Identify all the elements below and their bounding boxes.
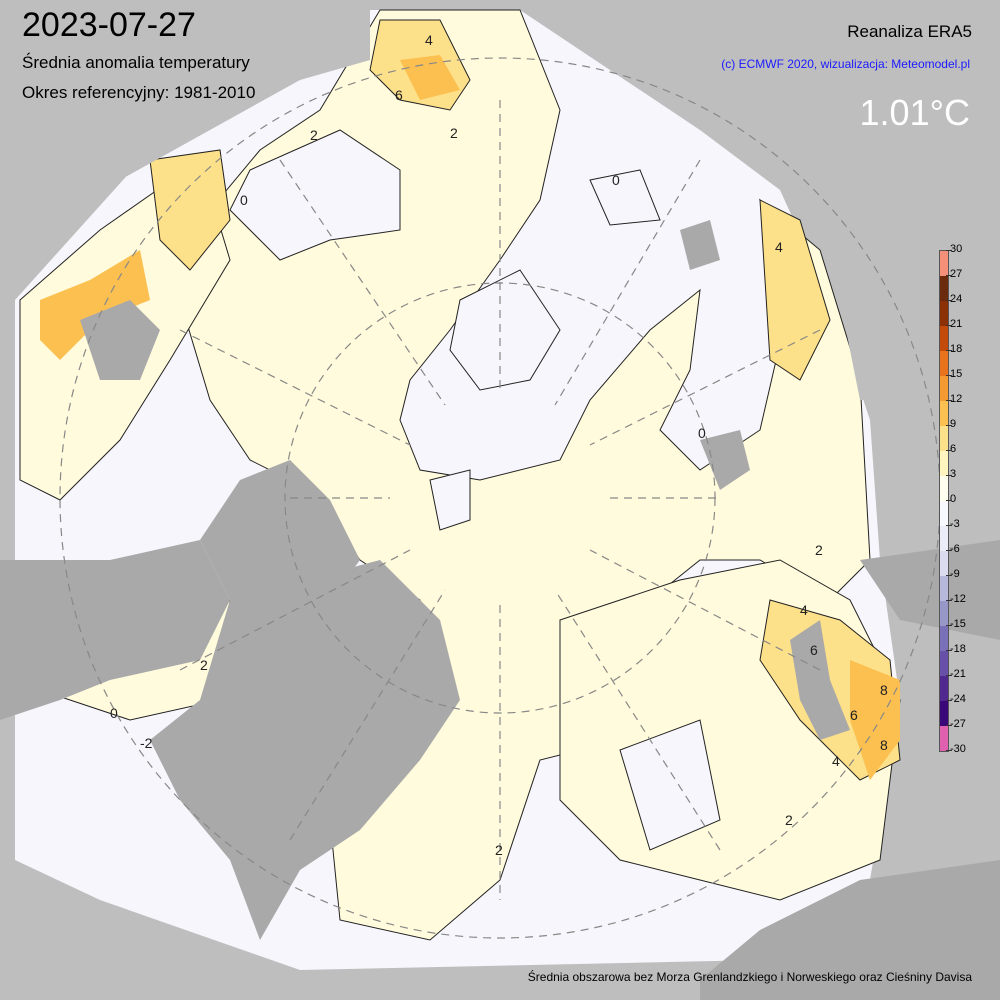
colorbar-tick-label: 21 [945, 318, 963, 330]
colorbar-segment [940, 351, 948, 376]
colorbar-tick-label: -24 [946, 693, 966, 705]
contour-label: 6 [810, 642, 818, 658]
colorbar-tick-label: -9 [946, 568, 960, 580]
colorbar-tick-label: -30 [946, 743, 966, 755]
lat-lon-grid [59, 57, 941, 939]
contour-label: 6 [850, 707, 858, 723]
colorbar-segment [940, 251, 948, 276]
contour-label: 8 [880, 682, 888, 698]
contour-label: 0 [612, 172, 620, 188]
colorbar-segment [940, 476, 948, 501]
colorbar-tick-label: 27 [945, 268, 963, 280]
contour-label: 8 [880, 737, 888, 753]
colorbar-tick-label: -3 [946, 518, 960, 530]
colorbar-tick-label: 15 [945, 368, 963, 380]
colorbar-tick-label: -12 [946, 593, 966, 605]
colorbar [939, 250, 949, 752]
colorbar-segment [940, 701, 948, 726]
colorbar-tick-label: 12 [945, 393, 963, 405]
colorbar-segment [940, 326, 948, 351]
colorbar-tick-label: -18 [946, 643, 966, 655]
contour-label: 2 [785, 812, 793, 828]
contour-label: 0 [698, 425, 706, 441]
mean-anomaly-value: 1.01°C [859, 92, 970, 133]
hot-spots [40, 55, 900, 780]
colorbar-segment [940, 676, 948, 701]
colorbar-tick-label: 18 [945, 343, 963, 355]
colorbar-segment [940, 576, 948, 601]
colorbar-segment [940, 426, 948, 451]
contour-label: 2 [815, 542, 823, 558]
colorbar-tick-label: 3 [945, 468, 957, 480]
colorbar-tick-label: -27 [946, 718, 966, 730]
copyright-link[interactable]: (c) ECMWF 2020, wizualizacja: Meteomodel… [721, 57, 970, 71]
contour-label: 0 [240, 192, 248, 208]
contour-label: 4 [425, 32, 433, 48]
colorbar-tick-label: 24 [945, 293, 963, 305]
map-subtitle: Średnia anomalia temperatury [22, 53, 250, 72]
colorbar-segment [940, 401, 948, 426]
colorbar-segment [940, 376, 948, 401]
contour-label: 2 [310, 127, 318, 143]
colorbar-tick-label: -21 [946, 668, 966, 680]
colorbar-tick-label: 9 [945, 418, 957, 430]
contour-label: 4 [832, 753, 840, 769]
colorbar-tick-label: 6 [945, 443, 957, 455]
data-source: Reanaliza ERA5 [847, 22, 972, 41]
contour-label: 4 [775, 239, 783, 255]
footnote: Średnia obszarowa bez Morza Grenlandzkie… [527, 970, 972, 984]
contour-labels: 4 6 2 2 0 0 4 0 2 4 6 8 6 8 4 2 2 2 0 -2 [110, 32, 888, 858]
contour-label: 2 [450, 125, 458, 141]
colorbar-tick-label: -15 [946, 618, 966, 630]
reference-period: Okres referencyjny: 1981-2010 [22, 83, 256, 102]
colorbar-segment [940, 301, 948, 326]
colorbar-segment [940, 276, 948, 301]
colorbar-tick-label: 30 [945, 243, 963, 255]
colorbar-segment [940, 601, 948, 626]
colorbar-tick-label: -6 [946, 543, 960, 555]
contour-label: 4 [800, 602, 808, 618]
colorbar-segment [940, 526, 948, 551]
colorbar-segment [940, 651, 948, 676]
cold-islands [229, 129, 721, 851]
colorbar-tick-label: 0 [945, 493, 957, 505]
contour-label: 2 [200, 657, 208, 673]
colorbar-segment [940, 726, 948, 751]
contour-label: 0 [110, 705, 118, 721]
contour-label: -2 [140, 735, 153, 751]
map-date: 2023-07-27 [22, 6, 196, 44]
contour-label: 2 [495, 842, 503, 858]
colorbar-segment [940, 626, 948, 651]
colorbar-segment [940, 551, 948, 576]
contour-label: 6 [395, 87, 403, 103]
colorbar-segment [940, 451, 948, 476]
colorbar-segment [940, 501, 948, 526]
